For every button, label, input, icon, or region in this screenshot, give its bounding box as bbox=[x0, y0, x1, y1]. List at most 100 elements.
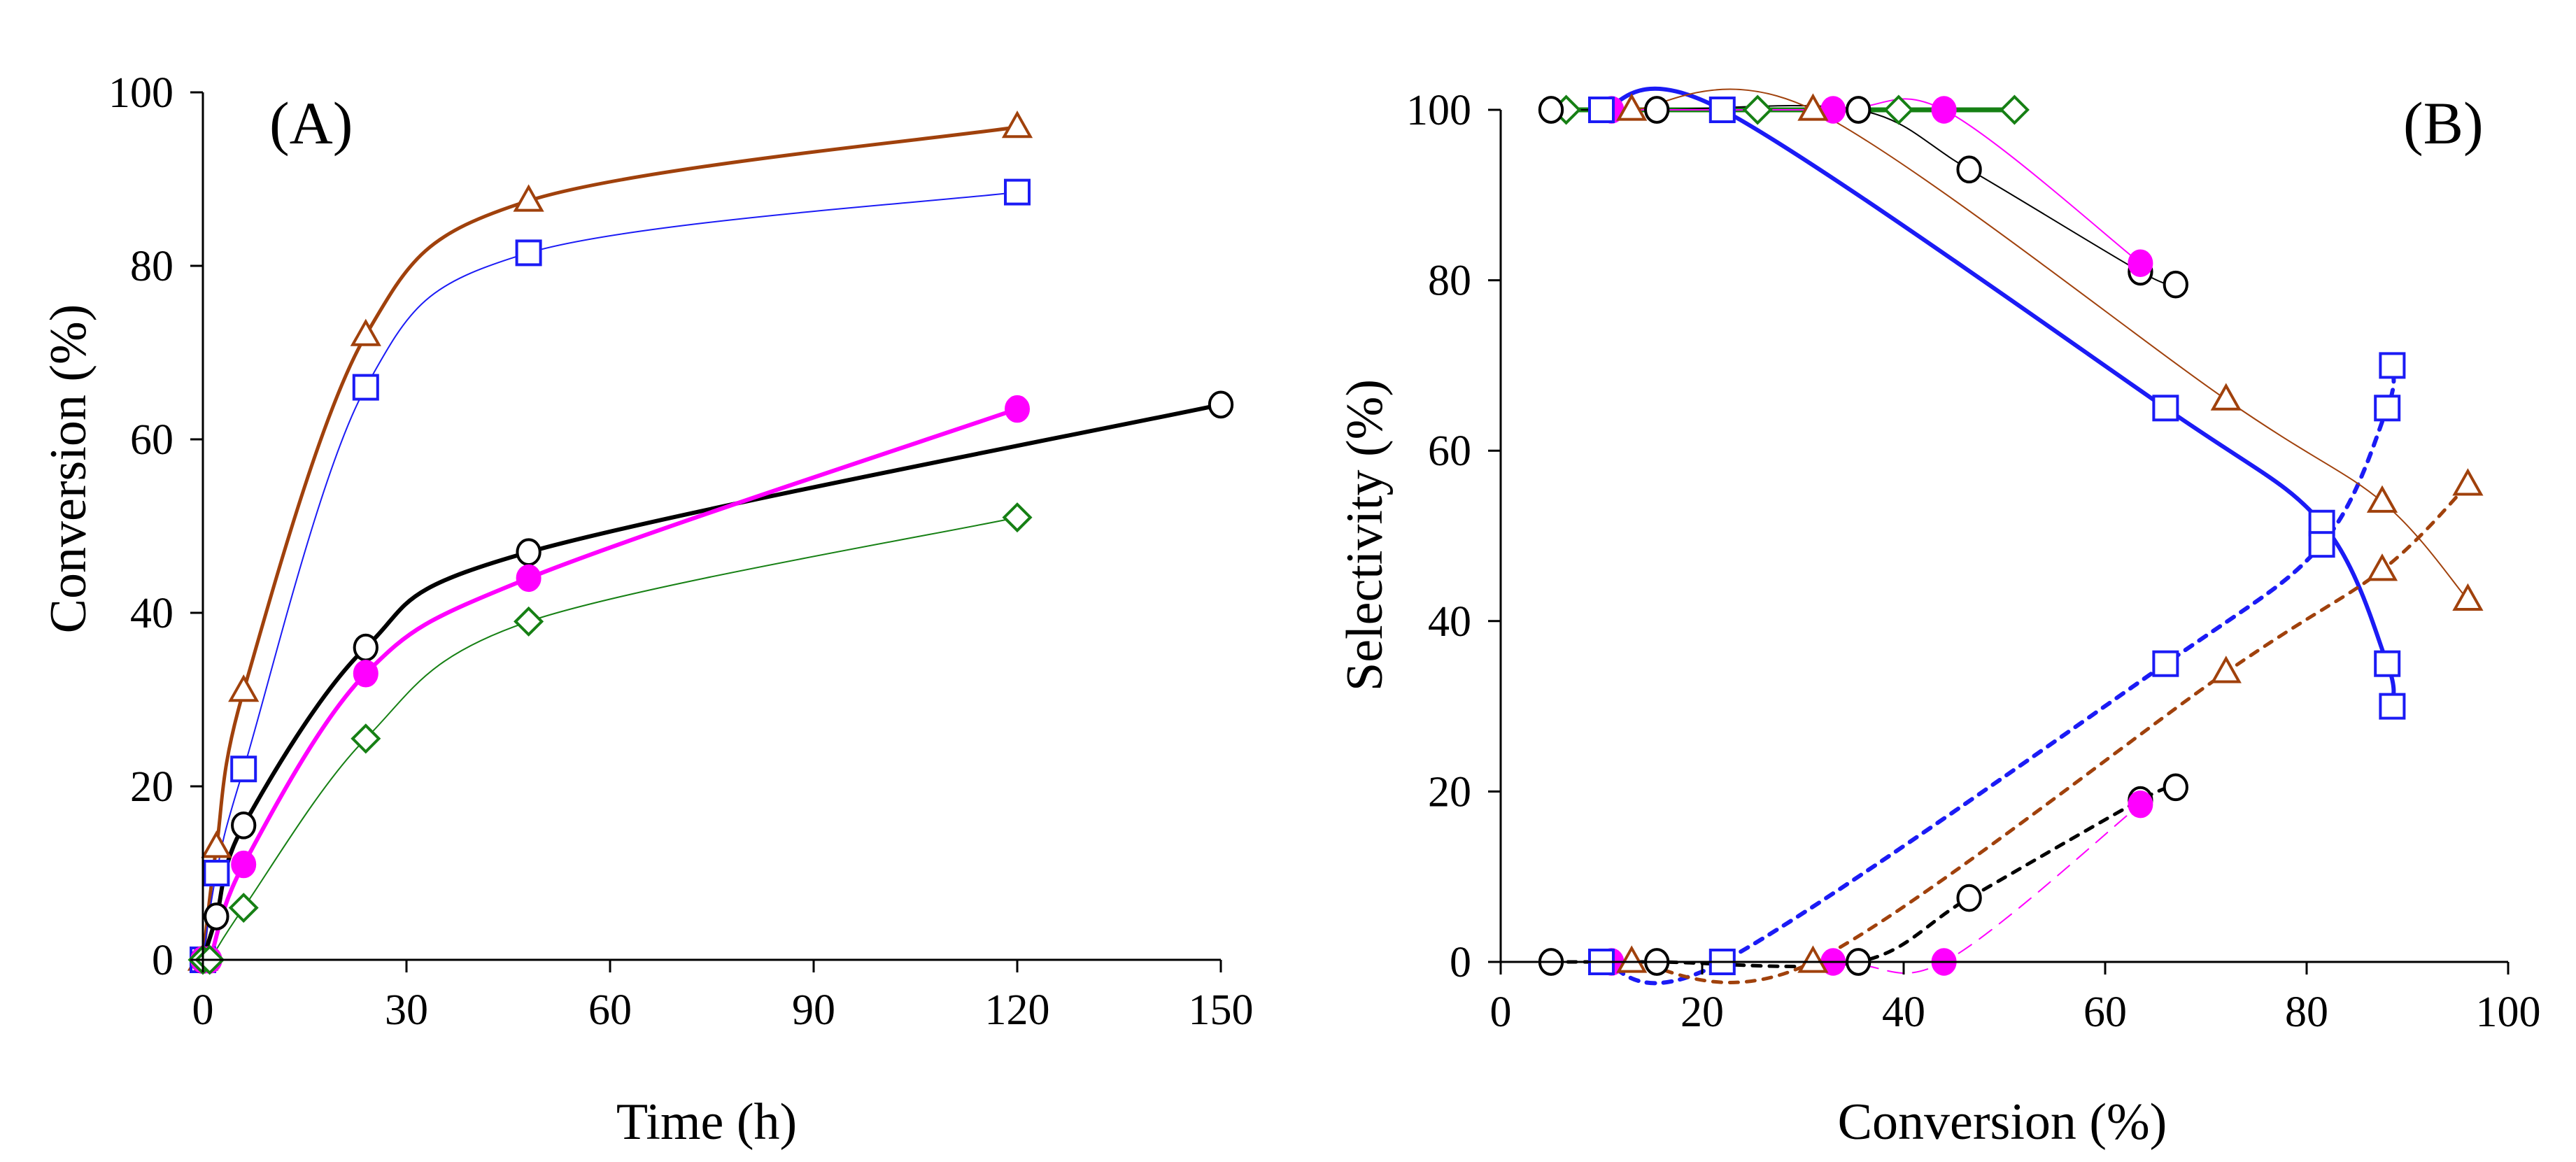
panel-b-circle-selectivity-product1-point bbox=[1846, 96, 1871, 124]
panel-b-x-tick-label: 40 bbox=[1882, 989, 1925, 1036]
panel-a-diamond-point bbox=[351, 723, 381, 754]
panel-a-diamond-point bbox=[514, 606, 544, 637]
panel-a-circle-line bbox=[201, 402, 1223, 962]
panel-a-filled-circle-point bbox=[516, 564, 542, 593]
panel-a-circle-point bbox=[1208, 390, 1234, 419]
panel-b-x-tick-label: 0 bbox=[1490, 989, 1512, 1036]
panel-a-circle-point bbox=[516, 538, 542, 567]
panel-b-data-marks bbox=[1538, 86, 2484, 986]
panel-b-square-selectivity-product2-point bbox=[2152, 650, 2179, 677]
panel-b-x-tick-label: 80 bbox=[2285, 989, 2328, 1036]
panel-b-filled-circle-selectivity-product2-point bbox=[2128, 790, 2153, 819]
panel-b-triangle-selectivity-product1-point bbox=[1797, 93, 1829, 121]
panel-a-conversion-vs-time: 0 30 60 90 120 150 0 20 40 60 80 100 (A) Time (h) C… bbox=[40, 69, 1254, 1151]
panel-b-label: (B) bbox=[2403, 90, 2484, 157]
panel-a-triangle-point bbox=[201, 830, 232, 858]
panel-b-square-selectivity-product1-point bbox=[1588, 97, 1615, 123]
panel-a-filled-circle-point bbox=[1005, 395, 1030, 423]
panel-a-label: (A) bbox=[269, 90, 353, 157]
panel-b-triangle-selectivity-product2-point bbox=[1797, 945, 1829, 973]
panel-b-square-selectivity-product2-point bbox=[2374, 395, 2401, 422]
panel-a-y-tick-label: 0 bbox=[152, 937, 174, 984]
panel-a-diamond-point bbox=[228, 893, 259, 923]
panel-b-filled-circle-selectivity-product2-line bbox=[1611, 803, 2142, 974]
panel-b-circle-selectivity-product1-line bbox=[1550, 104, 2177, 285]
panel-a-square-point bbox=[203, 860, 230, 886]
panel-b-circle-selectivity-product1-point bbox=[1538, 96, 1564, 124]
panel-a-diamond-line bbox=[202, 516, 1018, 965]
panel-a-y-tick-label: 60 bbox=[130, 416, 174, 464]
panel-b-y-axis-label: Selectivity (%) bbox=[1336, 379, 1394, 691]
panel-a-square-point bbox=[352, 374, 379, 401]
panel-b-y-tick-label: 0 bbox=[1450, 939, 1471, 986]
panel-a-square-point bbox=[515, 239, 542, 267]
panel-a-triangle-line bbox=[201, 125, 1019, 962]
panel-b-y-tick-label: 80 bbox=[1428, 257, 1471, 305]
panel-b-diamond-selectivity-point bbox=[1883, 94, 1914, 125]
panel-b-selectivity-vs-conversion: 0 20 40 60 80 100 0 20 40 60 80 100 (B) Conversion … bbox=[1336, 86, 2541, 1151]
panel-b-circle-selectivity-product1-point bbox=[1644, 96, 1670, 124]
panel-b-x-axis-label: Conversion (%) bbox=[1838, 1093, 2167, 1151]
panel-b-triangle-selectivity-product1-point bbox=[2452, 583, 2484, 611]
panel-b-y-tick-label: 100 bbox=[1406, 87, 1471, 134]
panel-a-y-tick-label: 80 bbox=[130, 243, 174, 290]
panel-b-square-selectivity-product1-line bbox=[1599, 86, 2396, 709]
panel-a-x-tick-label: 150 bbox=[1189, 986, 1254, 1034]
panel-b-circle-selectivity-product2-point bbox=[2163, 773, 2188, 802]
panel-b-triangle-selectivity-product1-point bbox=[2366, 485, 2398, 513]
panel-a-square-point bbox=[1004, 178, 1031, 206]
panel-b-triangle-selectivity-product2-point bbox=[1616, 945, 1648, 973]
panel-b-filled-circle-selectivity-product1-point bbox=[2128, 249, 2153, 277]
panel-b-y-tick-label: 40 bbox=[1428, 598, 1471, 646]
panel-a-triangle-point bbox=[513, 184, 544, 212]
panel-b-triangle-selectivity-product1-line bbox=[1631, 88, 2469, 601]
panel-a-filled-circle-point bbox=[353, 660, 378, 688]
panel-a-x-tick-label: 60 bbox=[588, 986, 632, 1034]
panel-b-triangle-selectivity-product2-point bbox=[2210, 656, 2242, 683]
panel-a-x-tick-label: 30 bbox=[385, 986, 428, 1034]
panel-a-data-marks bbox=[187, 110, 1234, 975]
panel-a-y-axis-label: Conversion (%) bbox=[40, 304, 97, 634]
panel-b-y-tick-label: 20 bbox=[1428, 768, 1471, 816]
panel-b-square-selectivity-product2-point bbox=[2308, 531, 2335, 558]
panel-b-circle-selectivity-product2-line bbox=[1549, 785, 2178, 968]
panel-a-circle-point bbox=[204, 902, 229, 930]
panel-a-x-axis-label: Time (h) bbox=[616, 1093, 797, 1151]
panel-a-y-tick-label: 100 bbox=[108, 69, 174, 117]
panel-b-square-selectivity-product1-point bbox=[2379, 693, 2406, 720]
panel-a-y-tick-label: 20 bbox=[130, 763, 174, 811]
panel-b-x-tick-label: 20 bbox=[1680, 989, 1724, 1036]
panel-b-triangle-selectivity-product1-point bbox=[2210, 383, 2242, 411]
panel-a-circle-point bbox=[231, 811, 257, 839]
panel-a-x-tick-label: 0 bbox=[192, 986, 214, 1034]
panel-a-y-tick-label: 40 bbox=[130, 590, 174, 637]
panel-a-x-tick-label: 90 bbox=[792, 986, 835, 1034]
panel-b-x-tick-label: 100 bbox=[2476, 989, 2541, 1036]
panel-b-triangle-selectivity-product2-point bbox=[2366, 553, 2398, 581]
panel-a-triangle-point bbox=[1001, 110, 1033, 139]
panel-b-square-selectivity-product2-line bbox=[1599, 363, 2396, 986]
panel-a-diamond-point bbox=[1002, 502, 1033, 533]
panel-b-square-selectivity-product2-point bbox=[2379, 352, 2406, 379]
panel-b-square-selectivity-product1-point bbox=[2152, 395, 2179, 422]
panel-a-square-line bbox=[202, 191, 1018, 961]
panel-b-square-selectivity-product1-point bbox=[1708, 97, 1736, 123]
panel-b-triangle-selectivity-product1-point bbox=[1616, 93, 1648, 121]
panel-b-triangle-selectivity-product2-line bbox=[1629, 483, 2470, 984]
panel-b-x-tick-label: 60 bbox=[2083, 989, 2127, 1036]
panel-a-filled-circle-point bbox=[231, 850, 257, 879]
panel-a-filled-circle-line bbox=[201, 406, 1019, 969]
panel-a-triangle-point bbox=[228, 674, 260, 702]
panel-a-triangle-point bbox=[350, 318, 381, 346]
panel-a-x-tick-label: 120 bbox=[985, 986, 1050, 1034]
panel-a-axes: 0 30 60 90 120 150 0 20 40 60 80 100 bbox=[108, 69, 1254, 1034]
panel-a-square-point bbox=[230, 756, 257, 783]
panel-b-square-selectivity-product1-point bbox=[2374, 650, 2401, 677]
panel-b-circle-selectivity-product1-point bbox=[2163, 270, 2188, 299]
panel-b-y-tick-label: 60 bbox=[1428, 427, 1471, 475]
panel-b-circle-selectivity-product2-point bbox=[1956, 884, 1982, 912]
panel-a-circle-point bbox=[353, 633, 378, 662]
panel-b-triangle-selectivity-product2-point bbox=[2452, 468, 2484, 496]
panel-b-diamond-selectivity-point bbox=[1999, 94, 2030, 125]
